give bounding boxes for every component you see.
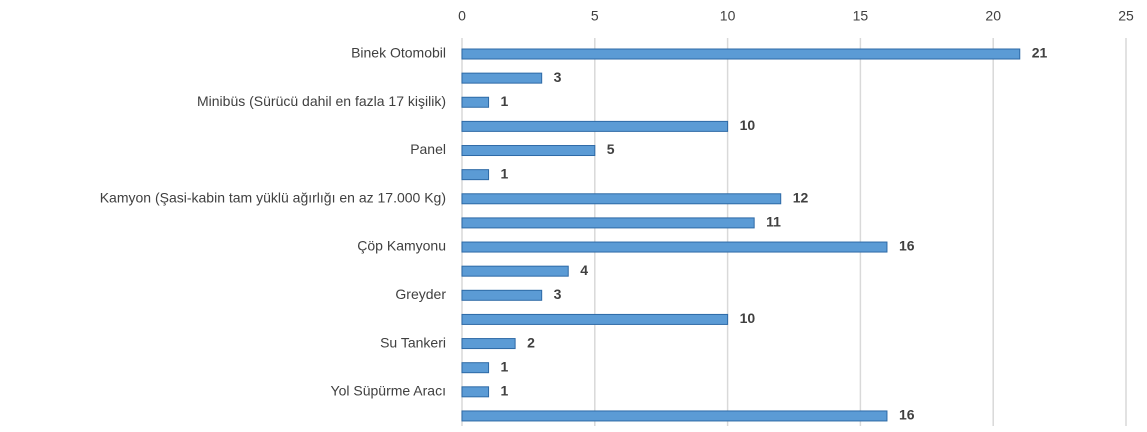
bar [461,169,490,181]
y-tick-label: Su Tankeri [380,334,446,350]
y-tick-label: Çöp Kamyonu [357,238,446,254]
bar [461,410,888,422]
value-label: 3 [554,286,562,302]
x-tick-label: 15 [853,8,869,24]
bar [461,48,1021,60]
y-tick-label: Greyder [395,286,446,302]
x-tick-label: 25 [1118,8,1134,24]
value-label: 12 [793,189,809,205]
bar [461,338,516,350]
value-label: 10 [740,117,756,133]
y-tick-label: Panel [410,141,446,157]
value-label: 21 [1032,45,1048,61]
bar [461,265,569,277]
value-label: 1 [501,358,509,374]
value-label: 1 [501,383,509,399]
bar [461,362,490,374]
bar [461,120,729,132]
value-label: 1 [501,93,509,109]
bar [461,241,888,253]
value-label: 3 [554,69,562,85]
value-label: 4 [580,262,588,278]
x-tick-label: 20 [985,8,1001,24]
x-tick-label: 5 [591,8,599,24]
bar [461,289,543,301]
y-tick-label: Minibüs (Sürücü dahil en fazla 17 kişili… [197,93,446,109]
bar [461,96,490,108]
value-label: 5 [607,141,615,157]
bar [461,313,729,325]
value-label: 2 [527,334,535,350]
bar [461,386,490,398]
x-tick-label: 10 [720,8,736,24]
bar [461,72,543,84]
value-label: 16 [899,407,915,423]
bar [461,193,782,205]
bar [461,145,596,157]
value-label: 1 [501,165,509,181]
value-label: 11 [766,214,781,230]
y-tick-label: Kamyon (Şasi-kabin tam yüklü ağırlığı en… [100,189,446,205]
value-label: 10 [740,310,756,326]
bar [461,217,755,229]
x-tick-label: 0 [458,8,466,24]
value-label: 16 [899,238,915,254]
y-tick-label: Binek Otomobil [351,45,446,61]
y-tick-label: Yol Süpürme Aracı [331,383,446,399]
